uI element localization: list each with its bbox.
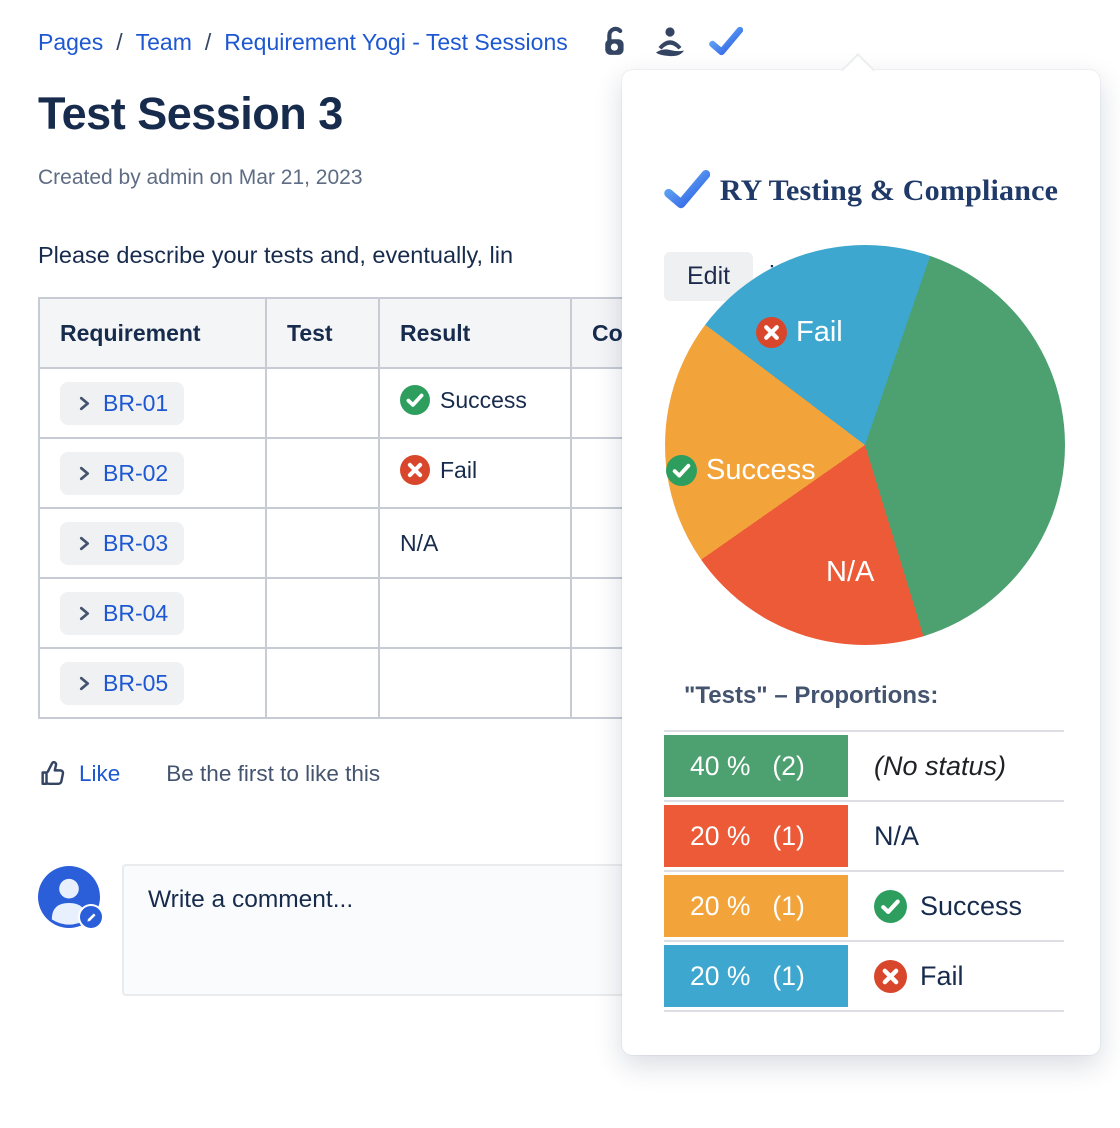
chevron-right-icon [79,396,90,410]
like-button[interactable]: Like [79,760,121,786]
x-circle-icon [874,959,907,993]
result-cell [378,647,572,719]
check-circle-icon [666,455,697,486]
proportion-label-text: Success [920,890,1023,921]
check-circle-icon [400,385,430,415]
tests-pie-chart[interactable] [665,245,1065,645]
popup-arrow [841,53,875,87]
result-text: N/A [400,529,439,556]
breadcrumb-separator: / [116,28,123,55]
test-cell [265,507,380,579]
chevron-right-icon [79,536,90,550]
proportion-count: (1) [772,960,805,991]
test-cell [265,437,380,509]
intro-text: Please describe your tests and, eventual… [38,242,514,268]
header-requirement: Requirement [38,297,267,369]
pie-label-text: Success [706,454,816,486]
proportion-percent: 20 % [690,820,751,851]
result-text: Fail [440,456,478,483]
proportion-label-text: Fail [920,960,964,991]
header-result: Result [378,297,572,369]
proportion-percent: 40 % [690,750,751,781]
x-circle-icon [400,455,430,485]
popup-logo: RY Testing & Compliance [622,170,1100,211]
test-cell [265,367,380,439]
page-toolbar-icons [596,24,744,60]
proportion-percent: 20 % [690,890,751,921]
x-circle-icon [756,317,787,348]
requirement-link[interactable]: BR-02 [103,459,169,486]
breadcrumb-pages[interactable]: Pages [38,28,104,55]
comment-placeholder: Write a comment... [148,886,354,913]
proportion-label-cell: Fail [848,942,1064,1010]
proportion-count: (1) [772,820,805,851]
pie-label-success: Success [666,454,816,487]
pie-label-na: N/A [826,556,874,589]
ry-check-icon[interactable] [708,24,744,60]
test-cell [265,647,380,719]
proportion-row: 20 % (1) Success [664,870,1064,940]
pie-label-text: N/A [826,556,875,588]
proportion-label-text: N/A [874,820,920,851]
chevron-right-icon [79,676,90,690]
proportion-label-cell: Success [848,872,1064,940]
requirement-link[interactable]: BR-01 [103,389,169,416]
requirement-pill[interactable]: BR-03 [60,521,185,565]
test-cell [265,577,380,649]
pie-label-fail: Fail [756,316,843,349]
requirement-link[interactable]: BR-04 [103,599,169,626]
chevron-right-icon [79,466,90,480]
header-test: Test [265,297,380,369]
proportion-row: 20 % (1) N/A [664,800,1064,870]
thumbs-up-icon[interactable] [38,758,69,789]
breadcrumb-separator: / [204,28,212,55]
result-cell: Fail [378,437,572,509]
proportion-count: (2) [772,750,805,781]
popup-logo-text: RY Testing & Compliance [719,173,1059,207]
proportions-heading: "Tests" – Proportions: [684,682,939,709]
proportions-table: 40 % (2) (No status) 20 % (1) N/A 20 % [664,730,1064,1012]
requirement-yogi-icon[interactable] [652,24,688,60]
proportion-label-text: (No status) [874,750,1007,781]
proportion-value-cell: 20 % (1) [664,875,848,937]
requirement-pill[interactable]: BR-04 [60,591,185,635]
check-circle-icon [874,889,907,923]
breadcrumb-current-page[interactable]: Requirement Yogi - Test Sessions [224,28,568,55]
breadcrumb: Pages / Team / Requirement Yogi - Test S… [38,24,744,60]
proportion-label-cell: N/A [848,802,1064,870]
requirement-pill[interactable]: BR-01 [60,381,185,425]
result-cell [378,577,572,649]
proportion-value-cell: 20 % (1) [664,945,848,1007]
chevron-right-icon [79,606,90,620]
edit-button[interactable]: Edit [664,252,754,301]
result-text: Success [440,386,527,413]
ry-testing-popup: RY Testing & Compliance Edit in live ses… [622,53,1100,1055]
proportion-percent: 20 % [690,960,751,991]
page-title: Test Session 3 [38,88,343,139]
result-cell: Success [378,367,572,439]
proportion-row: 20 % (1) Fail [664,940,1064,1010]
avatar[interactable] [38,866,104,930]
byline: Created by admin on Mar 21, 2023 [38,166,363,189]
proportion-label-cell: (No status) [848,732,1064,800]
like-hint: Be the first to like this [166,760,381,786]
unlock-icon[interactable] [596,24,632,60]
requirement-link[interactable]: BR-03 [103,529,169,556]
ry-check-logo-icon [664,170,710,209]
requirement-pill[interactable]: BR-02 [60,451,185,495]
proportion-value-cell: 20 % (1) [664,805,848,867]
breadcrumb-team[interactable]: Team [135,28,192,55]
requirement-pill[interactable]: BR-05 [60,661,185,705]
pie-label-text: Fail [796,316,843,348]
proportion-count: (1) [772,890,805,921]
edit-badge-icon [78,904,104,930]
like-row: Like Be the first to like this [38,758,380,789]
proportion-row: 40 % (2) (No status) [664,730,1064,800]
result-cell: N/A [378,507,572,579]
requirement-link[interactable]: BR-05 [103,669,169,696]
proportion-value-cell: 40 % (2) [664,735,848,797]
